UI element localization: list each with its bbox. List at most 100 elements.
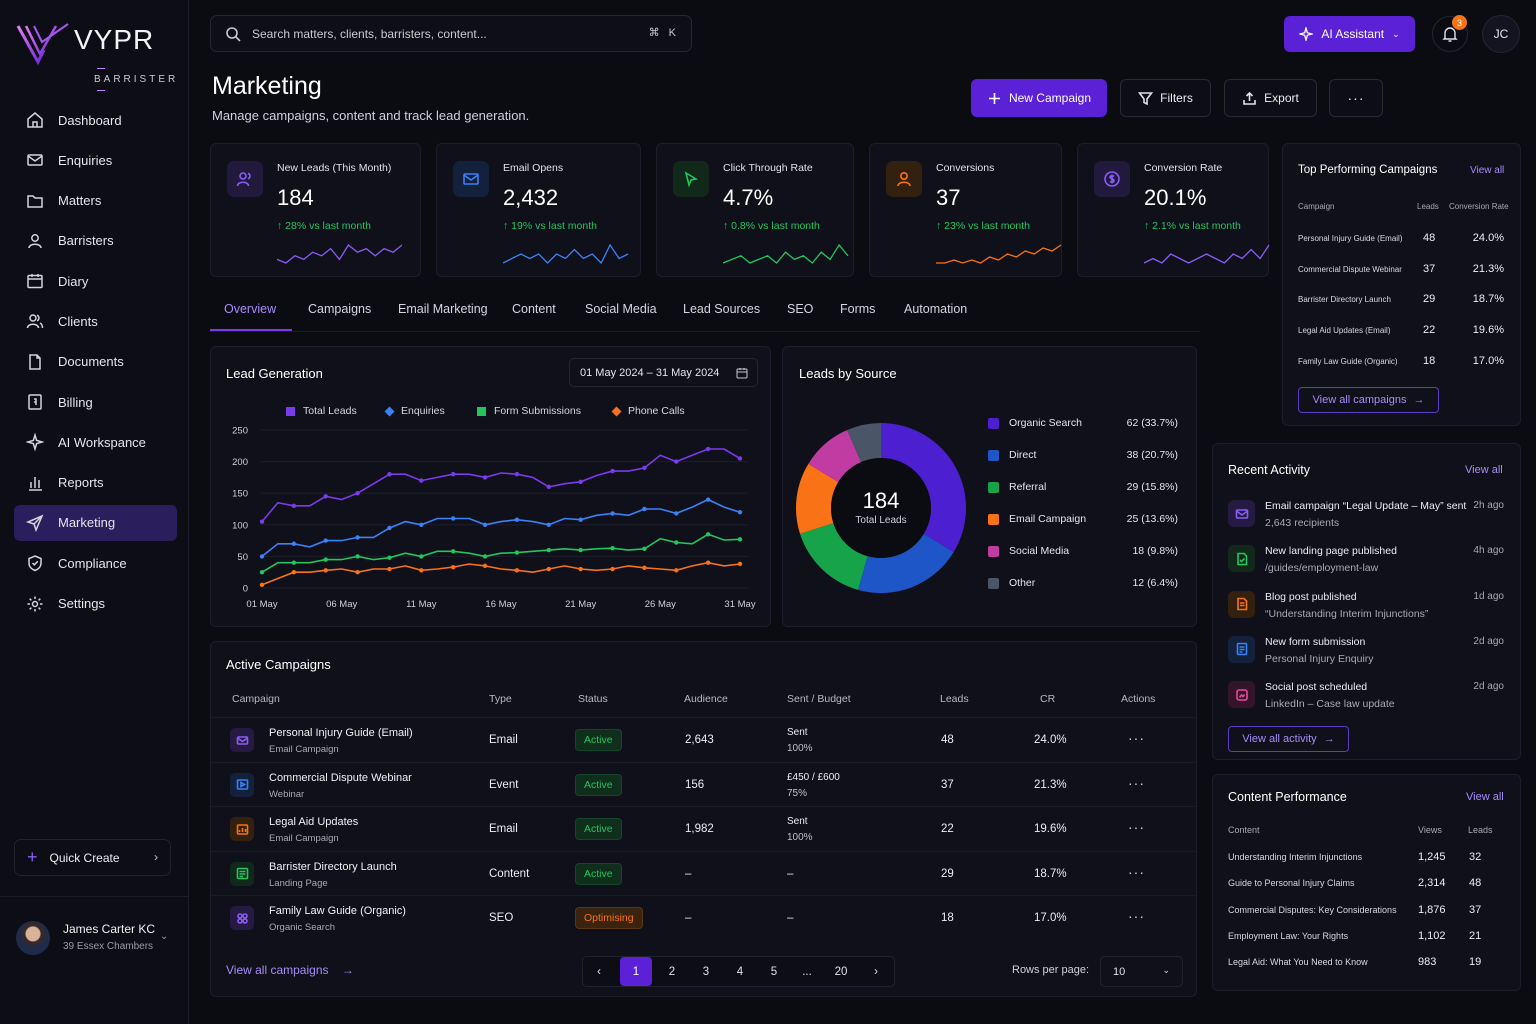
source-legend-item: Other 12 (6.4%) bbox=[988, 577, 1178, 589]
sparkle-icon bbox=[1299, 27, 1314, 41]
tab-social-media[interactable]: Social Media bbox=[585, 302, 657, 316]
recent-activity-view-all[interactable]: View all bbox=[1465, 464, 1503, 476]
data-point bbox=[419, 522, 424, 527]
row-actions-button[interactable]: ··· bbox=[1128, 774, 1145, 791]
donut-slice-direct[interactable] bbox=[858, 533, 954, 593]
tab-overview[interactable]: Overview bbox=[224, 302, 277, 316]
sidebar-item-enquiries[interactable]: Enquiries bbox=[14, 142, 177, 178]
table-row[interactable]: Personal Injury Guide (Email) Email Campa… bbox=[211, 717, 1195, 761]
activity-item[interactable]: New landing page published/guides/employ… bbox=[1228, 545, 1508, 585]
pagination-page-5[interactable]: 5 bbox=[770, 965, 778, 978]
view-all-campaigns-link[interactable]: View all campaigns → bbox=[226, 963, 354, 977]
campaign-name: Legal Aid Updates bbox=[269, 816, 359, 828]
sidebar-item-dashboard[interactable]: Dashboard bbox=[14, 102, 177, 138]
row-actions-button[interactable]: ··· bbox=[1128, 863, 1145, 880]
user-profile[interactable]: James Carter KC 39 Essex Chambers ⌄ bbox=[0, 896, 189, 976]
tab-seo[interactable]: SEO bbox=[787, 302, 814, 316]
activity-title: New landing page published bbox=[1265, 545, 1397, 558]
pagination-page-2[interactable]: 2 bbox=[668, 965, 676, 978]
top-campaign-name: Commercial Dispute Webinar bbox=[1298, 264, 1402, 274]
activity-item[interactable]: Blog post published “Understanding Interi… bbox=[1228, 590, 1508, 631]
data-point bbox=[355, 570, 360, 575]
pagination-prev-button[interactable]: ‹ bbox=[597, 965, 601, 978]
sidebar-item-compliance[interactable]: Compliance bbox=[14, 545, 177, 581]
sidebar-item-ai-workspance[interactable]: AI Workspance bbox=[14, 424, 177, 460]
tab-content[interactable]: Content bbox=[512, 302, 556, 316]
top-campaigns-view-all[interactable]: View all bbox=[1470, 165, 1505, 176]
sidebar-item-billing[interactable]: Billing bbox=[14, 384, 177, 420]
activity-item[interactable]: Email campaign “Legal Update – May” sent… bbox=[1228, 500, 1508, 540]
donut-slice-email-campaign[interactable] bbox=[796, 463, 839, 534]
table-row[interactable]: Barrister Directory Launch Landing Page Co… bbox=[211, 850, 1195, 895]
sidebar-item-marketing[interactable]: Marketing bbox=[14, 504, 177, 541]
content-name[interactable]: Employment Law: Your Rights bbox=[1228, 930, 1349, 941]
tab-campaigns[interactable]: Campaigns bbox=[308, 302, 372, 316]
content-name[interactable]: Understanding Interim Injunctions bbox=[1228, 852, 1363, 862]
row-actions-button[interactable]: ··· bbox=[1128, 819, 1145, 835]
source-legend-item: Email Campaign 25 (13.6%) bbox=[988, 513, 1178, 525]
donut-slice-referral[interactable] bbox=[799, 523, 868, 590]
pagination-page-3[interactable]: 3 bbox=[702, 965, 710, 978]
top-campaign-name: Personal Injury Guide (Email) bbox=[1298, 234, 1403, 243]
row-actions-button[interactable]: ··· bbox=[1128, 730, 1145, 746]
data-point bbox=[387, 525, 392, 531]
user-avatar-button[interactable]: JC bbox=[1482, 15, 1520, 53]
more-options-button[interactable]: ··· bbox=[1329, 79, 1383, 117]
donut-slice-organic-search[interactable] bbox=[881, 423, 966, 553]
tab-lead-sources[interactable]: Lead Sources bbox=[683, 302, 761, 316]
tab-forms[interactable]: Forms bbox=[840, 302, 876, 316]
rows-per-page-select[interactable]: 10 ⌄ bbox=[1100, 956, 1183, 987]
view-all-campaigns-button[interactable]: View all campaigns → bbox=[1298, 387, 1439, 413]
campaign-subtype: Email Campaign bbox=[269, 744, 339, 755]
campaign-icon-box bbox=[230, 906, 254, 930]
data-point bbox=[705, 497, 711, 502]
new-campaign-button[interactable]: New Campaign bbox=[971, 79, 1107, 117]
column-header-cr: CR bbox=[1040, 693, 1056, 705]
sidebar-item-diary[interactable]: Diary bbox=[14, 263, 177, 299]
campaign-leads: 29 bbox=[941, 867, 954, 880]
sidebar-item-documents[interactable]: Documents bbox=[14, 344, 177, 380]
content-name[interactable]: Commercial Disputes: Key Considerations bbox=[1228, 904, 1397, 915]
campaign-audience: – bbox=[685, 867, 692, 880]
data-point bbox=[578, 566, 583, 572]
row-actions-button[interactable]: ··· bbox=[1128, 908, 1145, 924]
campaign-type: Event bbox=[489, 778, 519, 791]
pagination-page-1[interactable]: 1 bbox=[620, 957, 652, 986]
content-name[interactable]: Legal Aid: What You Need to Know bbox=[1228, 957, 1368, 968]
content-performance-view-all[interactable]: View all bbox=[1466, 791, 1504, 803]
tab-automation[interactable]: Automation bbox=[904, 302, 968, 316]
search-input[interactable]: Search matters, clients, barristers, con… bbox=[210, 15, 692, 52]
donut-slice-other[interactable] bbox=[847, 423, 881, 463]
export-button[interactable]: Export bbox=[1224, 79, 1317, 117]
pagination-page-4[interactable]: 4 bbox=[736, 965, 744, 978]
table-row[interactable]: Commercial Dispute Webinar Webinar Event Ac… bbox=[211, 761, 1195, 806]
sidebar-item-label: Billing bbox=[58, 394, 93, 410]
sidebar-item-clients[interactable]: Clients bbox=[14, 303, 177, 339]
top-campaign-leads: 29 bbox=[1423, 293, 1436, 306]
table-row[interactable]: Family Law Guide (Organic) Organic Search… bbox=[211, 895, 1195, 939]
tab-email-marketing[interactable]: Email Marketing bbox=[398, 302, 488, 316]
date-range-picker[interactable]: 01 May 2024 – 31 May 2024 bbox=[569, 358, 758, 387]
sidebar-item-settings[interactable]: Settings bbox=[14, 586, 177, 622]
sidebar-item-reports[interactable]: Reports bbox=[14, 465, 177, 501]
brand-logo[interactable]: VYPR BARRISTER bbox=[16, 22, 175, 85]
series-line-form-submissions bbox=[261, 533, 741, 573]
source-name: Direct bbox=[1009, 449, 1037, 461]
activity-item[interactable]: Social post scheduled LinkedIn – Case law… bbox=[1228, 681, 1508, 721]
column-header-audience: Audience bbox=[684, 693, 728, 705]
pagination-page-20[interactable]: 20 bbox=[834, 965, 848, 978]
sidebar-item-barristers[interactable]: Barristers bbox=[14, 223, 177, 259]
notifications-button[interactable] bbox=[1432, 16, 1468, 52]
table-row[interactable]: Legal Aid Updates Email Campaign Email Acti… bbox=[211, 806, 1195, 850]
chevron-right-icon: › bbox=[154, 850, 158, 864]
campaign-subtype: Webinar bbox=[269, 788, 305, 800]
activity-item[interactable]: New form submission Personal Injury Enqui… bbox=[1228, 635, 1508, 676]
ai-assistant-button[interactable]: AI Assistant ⌄ bbox=[1284, 16, 1415, 52]
sidebar-item-matters[interactable]: Matters bbox=[14, 183, 177, 219]
pagination-next-button[interactable]: › bbox=[874, 965, 878, 978]
view-all-activity-button[interactable]: View all activity → bbox=[1228, 726, 1349, 752]
content-name[interactable]: Guide to Personal Injury Claims bbox=[1228, 878, 1355, 889]
filters-button[interactable]: Filters bbox=[1120, 79, 1211, 117]
donut-slice-social-media[interactable] bbox=[808, 430, 862, 483]
quick-create-button[interactable]: + Quick Create › bbox=[14, 839, 171, 876]
